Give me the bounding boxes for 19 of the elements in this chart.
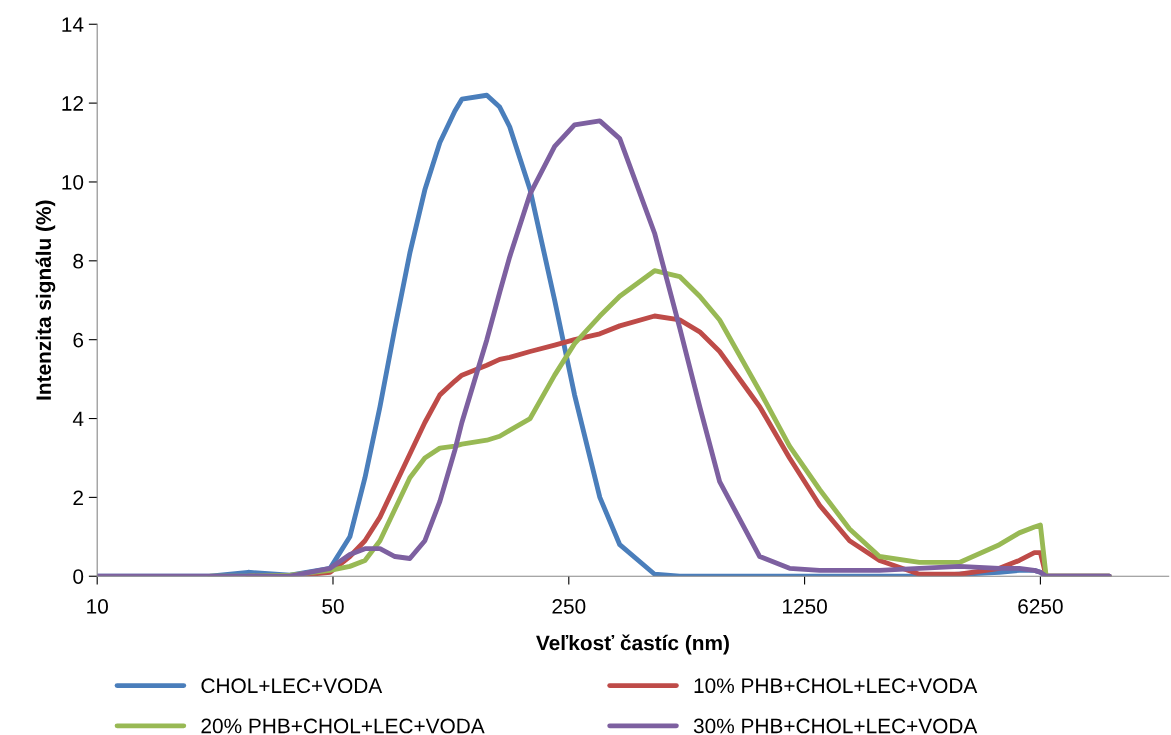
y-tick-label: 10	[62, 174, 84, 190]
y-tick-label: 14	[62, 17, 84, 32]
legend-label: 10% PHB+CHOL+LEC+VODA	[694, 678, 978, 694]
x-tick-label: 10	[87, 599, 108, 614]
x-tick-label: 1250	[783, 599, 827, 614]
y-tick-label: 2	[73, 490, 83, 505]
x-axis-title: Veľkosť častíc (nm)	[536, 634, 729, 655]
x-tick-label: 6250	[1018, 599, 1063, 614]
y-tick-label: 12	[62, 96, 83, 111]
y-tick-label: 4	[72, 411, 84, 427]
y-tick-label: 6	[73, 332, 84, 348]
legend-label: 30% PHB+CHOL+LEC+VODA	[693, 718, 978, 734]
legend-label: 20% PHB+CHOL+LEC+VODA	[201, 718, 485, 734]
y-tick-label: 8	[73, 253, 84, 269]
x-tick-label: 50	[322, 599, 344, 614]
x-tick-label: 250	[552, 599, 586, 614]
legend-label: CHOL+LEC+VODA	[201, 678, 383, 694]
y-tick-label: 0	[73, 569, 84, 584]
y-axis-title: Intenzita signálu (%)	[35, 200, 56, 400]
